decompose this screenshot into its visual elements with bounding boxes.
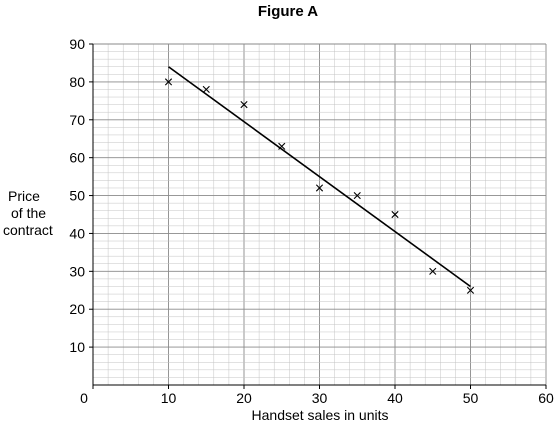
x-tick-label: 0 bbox=[80, 390, 88, 406]
trendline bbox=[168, 66, 471, 288]
x-tick-label: 20 bbox=[236, 390, 252, 406]
data-point bbox=[353, 191, 361, 200]
y-axis-label: Price of the contract bbox=[3, 188, 53, 238]
y-axis-label-line-2: of the bbox=[11, 205, 46, 221]
y-tick-label: 20 bbox=[69, 301, 85, 317]
x-tick-label: 10 bbox=[161, 390, 177, 406]
y-tick-label: 50 bbox=[69, 188, 85, 204]
data-points bbox=[164, 78, 475, 294]
y-tick-label: 70 bbox=[69, 112, 85, 128]
x-tick-label: 60 bbox=[538, 390, 554, 406]
trendline-group bbox=[168, 66, 471, 288]
data-point bbox=[315, 184, 324, 192]
y-tick-label: 10 bbox=[69, 339, 85, 355]
data-point bbox=[240, 101, 248, 109]
grid bbox=[92, 43, 547, 386]
y-axis-label-line-3: contract bbox=[3, 222, 53, 238]
x-tick-label: 30 bbox=[312, 390, 328, 406]
x-tick-label: 40 bbox=[387, 390, 403, 406]
axes bbox=[89, 43, 547, 389]
y-tick-label: 30 bbox=[69, 263, 85, 279]
tick-labels: 0 10 20 30 40 50 60 10 20 30 40 50 60 70 80 90 bbox=[69, 36, 554, 406]
y-tick-label: 80 bbox=[69, 74, 85, 90]
y-tick-label: 90 bbox=[69, 36, 85, 52]
data-point bbox=[429, 267, 437, 275]
data-point bbox=[164, 78, 173, 86]
data-point bbox=[202, 85, 210, 94]
x-tick-label: 50 bbox=[463, 390, 479, 406]
y-tick-label: 40 bbox=[69, 225, 85, 241]
y-tick-label: 60 bbox=[69, 150, 85, 166]
y-axis-label-line-1: Price bbox=[8, 188, 40, 204]
chart-title: Figure A bbox=[258, 3, 318, 20]
data-point bbox=[391, 210, 399, 219]
x-axis-label: Handset sales in units bbox=[252, 407, 389, 423]
data-point bbox=[466, 286, 475, 294]
